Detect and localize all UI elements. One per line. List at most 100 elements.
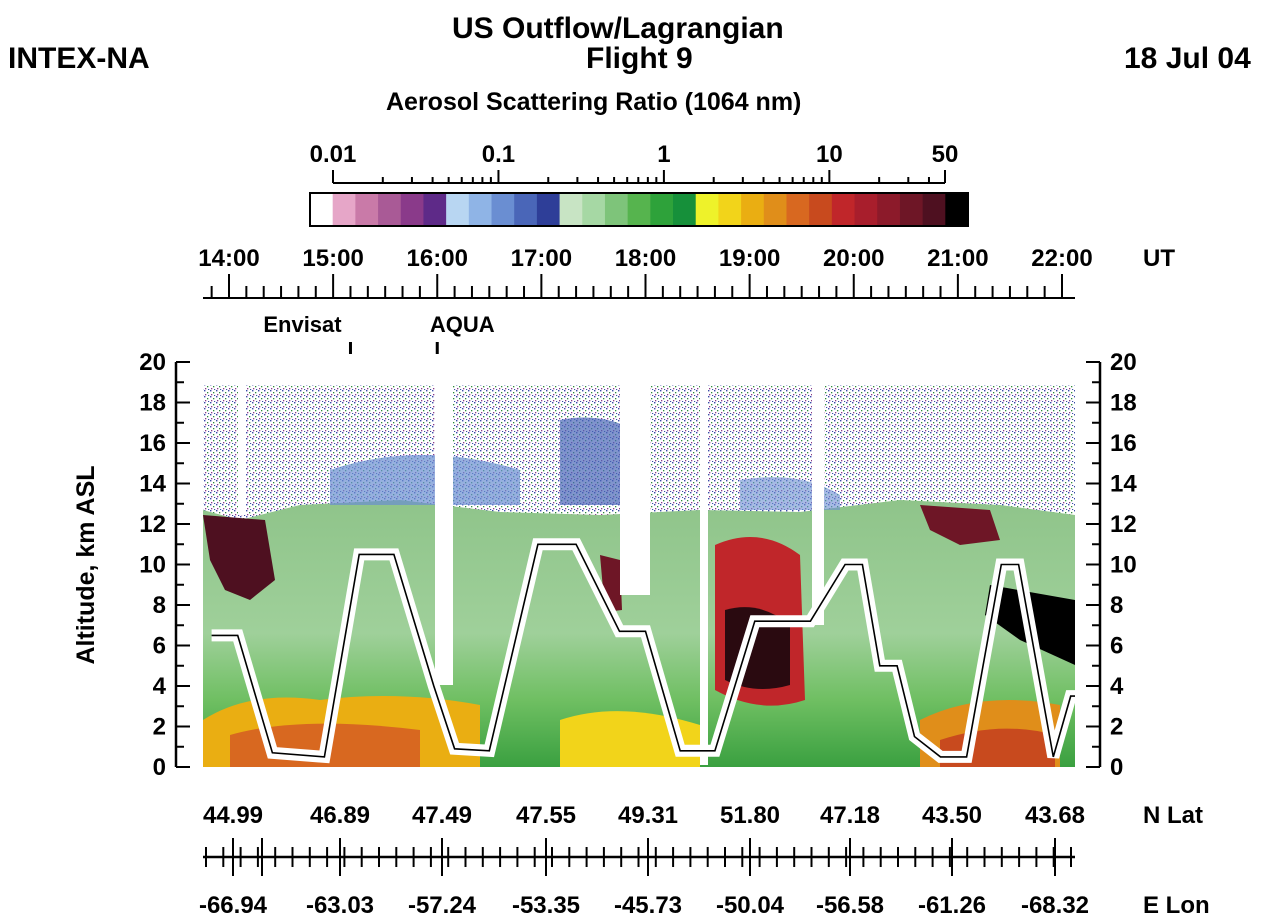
time-tick-label: 19:00 [719,245,780,272]
data-gap [435,385,453,685]
lon-value: -57.24 [408,892,477,919]
right-y-tick-label: 14 [1110,471,1137,498]
colorbar-frame [309,192,969,227]
left-y-tick-label: 4 [153,673,167,700]
right-y-tick-label: 10 [1110,552,1137,579]
right-y-tick-label: 0 [1110,754,1123,781]
colorbar-swatch [332,193,356,226]
colorbar-swatch [400,193,424,226]
date-label: 18 Jul 04 [1124,42,1251,75]
colorbar-tick-label: 50 [932,141,959,168]
lat-value: 47.49 [412,802,472,829]
lon-value: -45.73 [614,892,682,919]
colorbar-swatch [604,193,629,226]
colorbar-swatch [650,193,674,226]
lat-axis-label: N Lat [1143,802,1203,829]
altitude-axes: 0 0 2 2 4 4 6 6 8 8 10 10 12 12 14 14 16 16 18 18 20 20 [139,349,1137,781]
time-tick-label: 20:00 [823,245,884,272]
longitude-labels: -66.94 -63.03 -57.24 -53.35 -45.73 -50.04 -56.… [199,892,1089,919]
event-markers: Envisat AQUA [263,312,495,354]
time-tick-label: 14:00 [198,245,259,272]
colorbar-swatch [763,193,787,226]
left-y-tick-label: 0 [153,754,166,781]
colorbar-swatch [355,193,379,226]
upper-blue-layer [330,455,520,505]
lat-value: 49.31 [618,802,678,829]
left-y-tick-label: 16 [139,430,166,457]
colorbar-swatch [786,193,810,226]
lat-value: 44.99 [203,802,263,829]
colorbar-swatch [559,193,583,226]
time-axis-label: UT [1143,245,1175,272]
colorbar-swatch [922,193,946,226]
colorbar-swatch [582,193,606,226]
left-y-tick-label: 20 [139,349,166,376]
lat-value: 47.55 [516,802,576,829]
colorbar-swatch [945,193,969,226]
right-y-tick-label: 6 [1110,633,1123,660]
right-y-tick-label: 4 [1110,673,1124,700]
lon-value: -53.35 [512,892,580,919]
colorbar [309,192,969,227]
left-y-tick-label: 12 [139,511,166,538]
colorbar-title: Aerosol Scattering Ratio (1064 nm) [386,88,802,116]
colorbar-swatch [310,193,334,226]
colorbar-swatch [536,193,561,226]
colorbar-tick-label: 0.01 [310,141,357,168]
lat-value: 51.80 [720,802,780,829]
right-y-tick-label: 12 [1110,511,1137,538]
right-y-tick-label: 2 [1110,714,1123,741]
colorbar-tick-label: 1 [657,141,670,168]
chart-title-line1: US Outflow/Lagrangian [452,12,784,45]
colorbar-swatch [877,193,901,226]
time-tick-label: 17:00 [511,245,572,272]
colorbar-swatch [899,193,924,226]
colorbar-swatch [423,193,447,226]
lat-value: 47.18 [820,802,880,829]
left-y-tick-label: 6 [153,633,166,660]
colorbar-swatch [446,193,470,226]
lat-value: 43.50 [922,802,982,829]
left-y-tick-label: 2 [153,714,166,741]
colorbar-swatch [468,193,493,226]
colorbar-swatch [378,193,402,226]
mission-label: INTEX-NA [8,42,150,75]
colorbar-axis: 0.01 0.1 1 10 50 [310,141,959,184]
time-tick-label: 21:00 [927,245,988,272]
left-y-tick-label: 14 [139,471,166,498]
colorbar-swatch [741,193,765,226]
colorbar-swatch [695,193,719,226]
data-gap [700,385,708,765]
lon-value: -50.04 [716,892,785,919]
colorbar-swatch [809,193,833,226]
left-y-tick-label: 8 [153,592,166,619]
flight-altitude-track-line [211,543,1075,758]
latitude-labels: 44.99 46.89 47.49 47.55 49.31 51.80 47.18 43.50… [203,802,1085,829]
right-y-tick-label: 8 [1110,592,1123,619]
right-y-tick-label: 20 [1110,349,1137,376]
lon-value: -63.03 [306,892,374,919]
event-label: AQUA [430,312,495,337]
lat-value: 43.68 [1025,802,1085,829]
time-tick-label: 16:00 [407,245,468,272]
y-axis-label: Altitude, km ASL [72,465,100,664]
boundary-layer [560,711,700,767]
left-y-tick-label: 18 [139,390,166,417]
time-tick-label: 22:00 [1031,245,1092,272]
data-gap [238,385,246,515]
lon-value: -56.58 [816,892,884,919]
colorbar-swatch [627,193,651,226]
lat-lon-axis [203,838,1075,876]
lon-value: -61.26 [918,892,986,919]
smoke-plume [920,505,1000,545]
chart-title-line2: Flight 9 [586,42,693,75]
lon-value: -68.32 [1021,892,1089,919]
time-axis: 14:00 15:00 16:00 17:00 18:00 19:00 20:00 21:00… [198,245,1093,299]
colorbar-tick-label: 10 [816,141,843,168]
time-tick-label: 18:00 [615,245,676,272]
left-y-tick-label: 10 [139,552,166,579]
lon-axis-label: E Lon [1143,892,1210,919]
colorbar-swatch [718,193,742,226]
lon-value: -66.94 [199,892,268,919]
